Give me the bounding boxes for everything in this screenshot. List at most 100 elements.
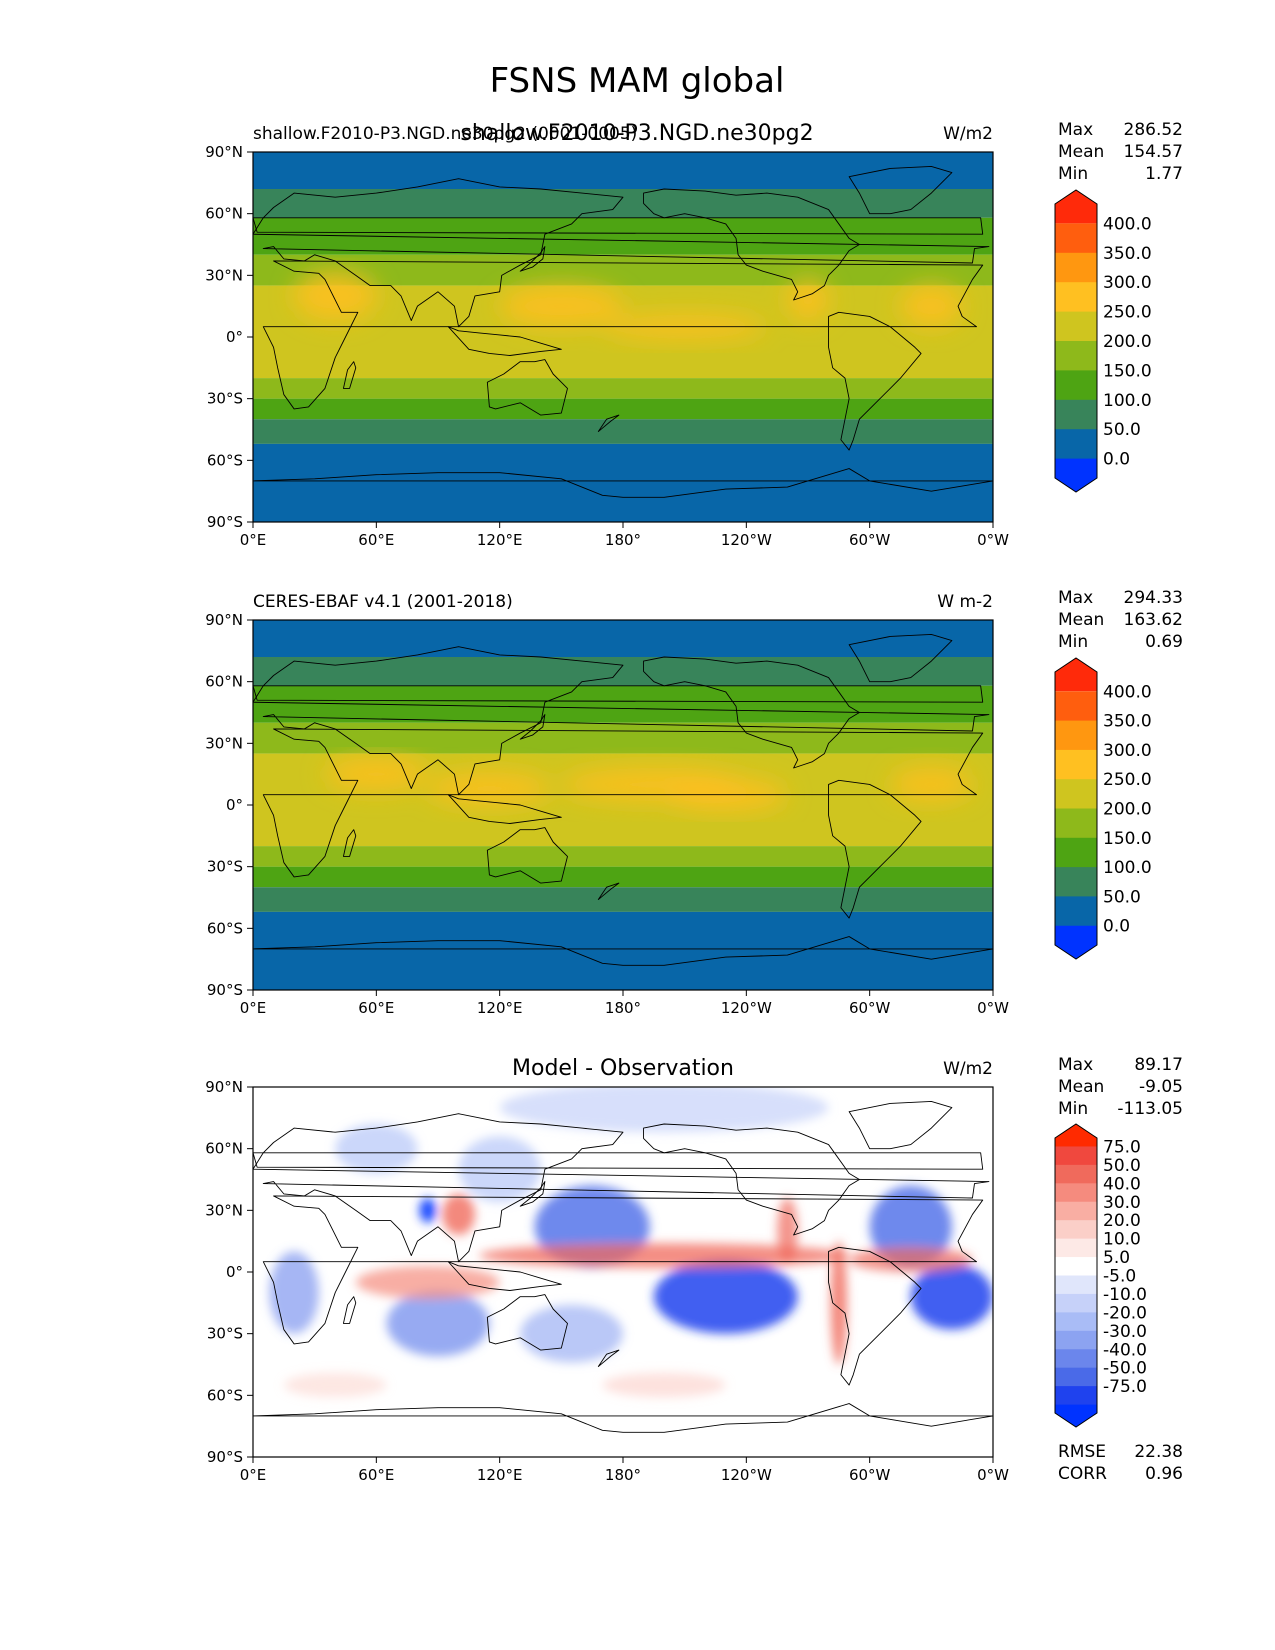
anomaly-9 — [442, 1193, 475, 1235]
colorbar-segment-top — [1055, 190, 1097, 224]
colorbar-tick-label: 150.0 — [1103, 829, 1152, 849]
colorbar-outline — [1054, 189, 1098, 493]
colorbar-tick-label: 20.0 — [1103, 1211, 1141, 1231]
panel-diff: 90°N 60°N 30°N 0° 30°S 60°S 90°S0°E 60°E 120°E 18… — [205, 1055, 1183, 1484]
lon-tick-label: 180° — [605, 1466, 641, 1484]
coastline-south-america — [828, 1246, 922, 1386]
colorbar-tick-label: -10.0 — [1103, 1285, 1147, 1305]
coastline-antarctica — [253, 936, 993, 966]
lat-tick-label: 90°N — [205, 611, 243, 629]
colorbar-segment-bottom — [1055, 1404, 1097, 1427]
colorbar-segment — [1055, 720, 1097, 751]
lat-tick-label: 90°N — [205, 143, 243, 161]
colorbar-tick-label: 50.0 — [1103, 1156, 1141, 1176]
anomaly-8 — [355, 1265, 500, 1299]
colorbar-tick-label: 100.0 — [1103, 391, 1152, 411]
colorbar-segment — [1055, 1146, 1097, 1166]
anomaly-10 — [419, 1198, 436, 1223]
lat-tick-label: 30°S — [207, 1325, 243, 1343]
lon-tick-label: 120°E — [477, 1466, 523, 1484]
lon-tick-label: 120°W — [721, 531, 772, 549]
stat-min-label: Min — [1058, 164, 1088, 184]
stat-mean-value: -9.05 — [1139, 1077, 1183, 1097]
lat-tick-label: 90°S — [207, 513, 243, 531]
lat-tick-label: 60°S — [207, 1386, 243, 1404]
coastline-madagascar — [342, 829, 357, 857]
colorbar-tick-label: -40.0 — [1103, 1340, 1147, 1360]
contour-band-0 — [253, 620, 993, 657]
figure-title: FSNS MAM global — [490, 61, 785, 101]
lon-tick-label: 0°W — [977, 531, 1009, 549]
lon-tick-label: 120°W — [721, 999, 772, 1017]
colorbar-segment — [1055, 252, 1097, 283]
lon-tick-label: 0°W — [977, 1466, 1009, 1484]
warm-zone-0 — [294, 271, 377, 321]
colorbar-segment-bottom — [1055, 925, 1097, 959]
contour-band-3 — [253, 254, 993, 286]
colorbar-segment — [1055, 808, 1097, 839]
colorbar-segment — [1055, 1367, 1097, 1387]
anomaly-1 — [653, 1259, 798, 1334]
lon-tick-label: 180° — [605, 999, 641, 1017]
lon-tick-label: 120°E — [477, 999, 523, 1017]
coastline-indonesia — [447, 794, 562, 824]
rmse-value: 22.38 — [1134, 1442, 1183, 1462]
map-panels: 90°N60°N30°N0°30°S60°S90°S0°E 60°E 120°E 18… — [205, 120, 1183, 1484]
coastline-africa — [262, 728, 984, 878]
colorbar-tick-label: 75.0 — [1103, 1137, 1141, 1157]
coastline-africa — [262, 1195, 984, 1345]
colorbar-tick-label: 0.0 — [1103, 917, 1130, 937]
colorbar-tick-label: 150.0 — [1103, 361, 1152, 381]
colorbar-tick-label: 200.0 — [1103, 332, 1152, 352]
panel-obs: 90°N 60°N 30°N 0° 30°S 60°S 90°S0°E 60°E 120°E 18… — [205, 588, 1183, 1017]
colorbar-segment — [1055, 1238, 1097, 1258]
colorbar-segment — [1055, 837, 1097, 868]
lon-tick-label: 0°E — [240, 1466, 267, 1484]
colorbar-segment-top — [1055, 1124, 1097, 1147]
anomaly-14 — [335, 1124, 418, 1174]
warm-zones — [324, 757, 973, 812]
coastline-new-zealand — [597, 414, 620, 433]
stat-max-value: 294.33 — [1124, 588, 1183, 608]
coastline-eurasia — [253, 178, 990, 328]
colorbar-segment — [1055, 1164, 1097, 1184]
coastline-north-america — [643, 188, 860, 301]
colorbar-tick-label: 30.0 — [1103, 1193, 1141, 1213]
colorbar-tick-label: 300.0 — [1103, 273, 1152, 293]
stat-mean-label: Mean — [1058, 1077, 1104, 1097]
contour-band-3 — [253, 722, 993, 754]
coastlines — [253, 1100, 993, 1433]
anomaly-4 — [386, 1290, 490, 1357]
colorbar-tick-label: -30.0 — [1103, 1322, 1147, 1342]
coastline-madagascar — [342, 361, 357, 389]
lon-tick-label: 60°W — [849, 999, 891, 1017]
anomaly-15 — [458, 1136, 541, 1203]
coastline-south-america — [828, 779, 922, 919]
colorbar-segment — [1055, 341, 1097, 371]
coastline-new-zealand — [597, 1349, 620, 1368]
colorbar-tick-label: 40.0 — [1103, 1174, 1141, 1194]
colorbar-tick-label: 400.0 — [1103, 214, 1152, 234]
anomaly-16 — [602, 1372, 726, 1398]
colorbar-segment — [1055, 867, 1097, 897]
warm-zone-4 — [900, 285, 963, 327]
panel-model: 90°N 60°N 30°N 0° 30°S 60°S 90°S0°E 60°E 120°E 18… — [205, 120, 1183, 549]
coastline-eurasia — [253, 1113, 990, 1263]
lon-tick-label: 60°E — [358, 1466, 394, 1484]
coastline-japan — [519, 246, 546, 272]
corr-label: CORR — [1058, 1464, 1107, 1484]
colorbar-segment — [1055, 1201, 1097, 1221]
coastlines — [253, 165, 993, 498]
colorbar-outline — [1054, 1123, 1098, 1428]
stat-max-value: 286.52 — [1124, 120, 1183, 140]
colorbar-tick-label: 400.0 — [1103, 682, 1152, 702]
colorbar-segment — [1055, 1349, 1097, 1369]
coastline-japan — [519, 1181, 546, 1207]
contour-band-7 — [253, 419, 993, 444]
panel-left-title: shallow.F2010-P3.NGD.ne30pg2 (0001-0005) — [253, 124, 637, 144]
stat-max-label: Max — [1058, 120, 1093, 140]
corr-value: 0.96 — [1145, 1464, 1183, 1484]
coastline-australia — [486, 1294, 568, 1351]
lat-tick-label: 60°S — [207, 919, 243, 937]
anomaly-zones — [269, 1087, 993, 1398]
